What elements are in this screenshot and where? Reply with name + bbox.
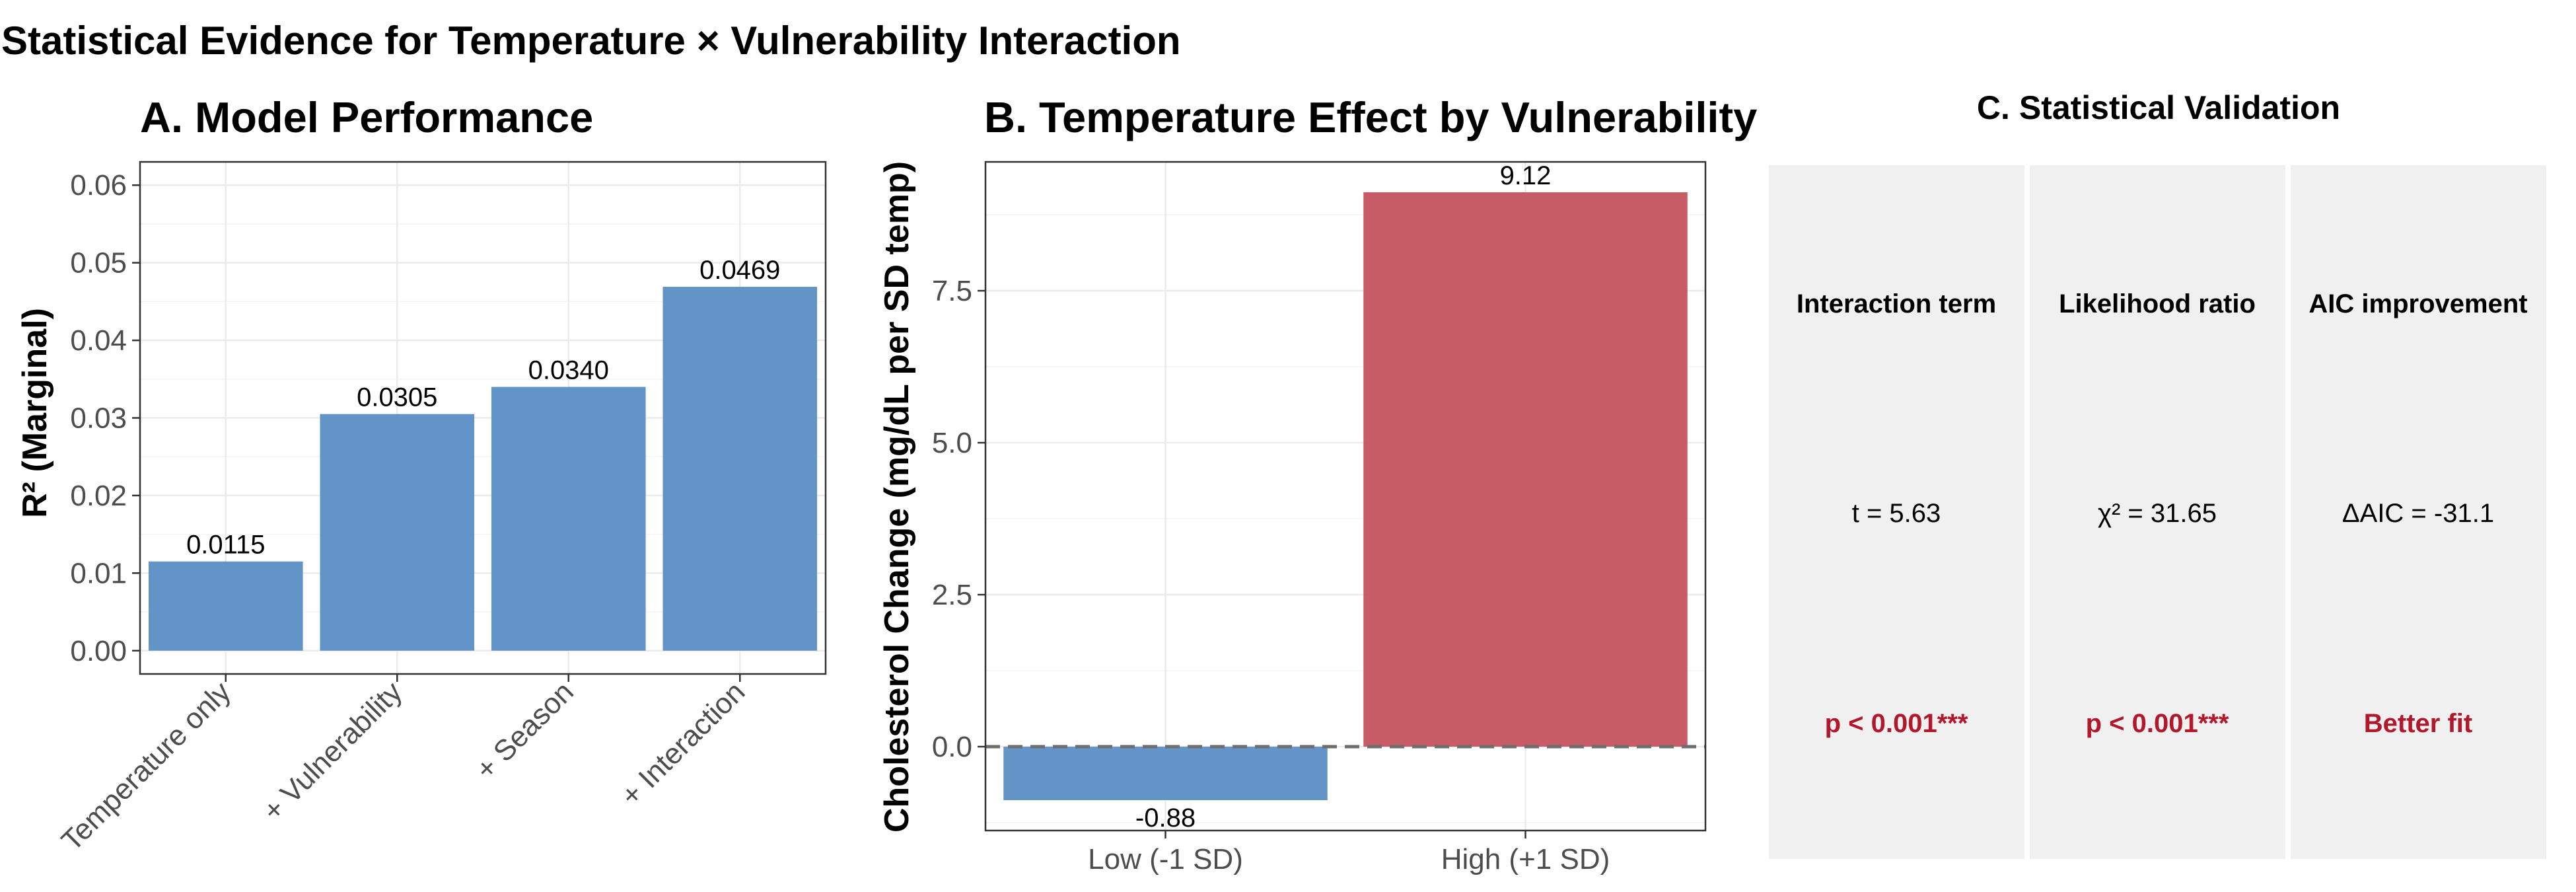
bar (1363, 192, 1688, 747)
validation-card-label: AIC improvement (2308, 289, 2527, 318)
validation-card-result: Better fit (2364, 709, 2472, 738)
y-tick-label: 2.5 (932, 579, 972, 611)
validation-card-value: t = 5.63 (1852, 499, 1941, 528)
validation-card: AIC improvement ΔAIC = -31.1 Better fit (2291, 165, 2546, 859)
bar (320, 414, 475, 651)
x-tick-label: + Vulnerability (257, 675, 409, 827)
y-tick-label: 0.0 (932, 731, 972, 763)
data-label: 0.0340 (528, 356, 609, 385)
validation-card-background (2291, 165, 2546, 859)
y-tick-label: 7.5 (932, 275, 972, 307)
validation-card-label: Interaction term (1797, 289, 1996, 318)
panel-a-model-performance: A. Model Performance R² (Marginal) 0.011… (16, 93, 827, 857)
bar (148, 561, 303, 651)
validation-card-background (1769, 165, 2024, 859)
x-tick-label: Temperature only (55, 675, 237, 857)
panel-b-frame (984, 161, 1707, 832)
data-label: -0.88 (1135, 803, 1196, 833)
bar (1003, 747, 1328, 800)
panel-b-title: B. Temperature Effect by Vulnerability (984, 93, 1757, 141)
y-tick-label: 0.05 (70, 247, 127, 279)
x-tick-label: Low (-1 SD) (1088, 843, 1243, 875)
panel-b-x-ticks: Low (-1 SD) High (+1 SD) (1088, 831, 1610, 875)
panel-b-y-axis-title: Cholesterol Change (mg/dL per SD temp) (878, 161, 916, 833)
y-tick-label: 0.01 (70, 557, 127, 589)
panel-a-title: A. Model Performance (140, 93, 593, 141)
validation-card: Likelihood ratio χ² = 31.65 p < 0.001*** (2030, 165, 2285, 859)
data-label: 0.0469 (699, 256, 780, 285)
validation-card-label: Likelihood ratio (2059, 289, 2256, 318)
data-label: 0.0115 (186, 531, 265, 560)
validation-card: Interaction term t = 5.63 p < 0.001*** (1769, 165, 2024, 859)
panel-a-x-ticks: Temperature only + Vulnerability + Season +… (55, 674, 752, 857)
y-tick-label: 0.04 (70, 324, 127, 357)
data-label: 0.0305 (357, 383, 437, 412)
panel-a-y-ticks: 0.00 0.01 0.02 0.03 0.04 0.05 0.06 (70, 169, 140, 667)
y-tick-label: 0.06 (70, 169, 127, 202)
data-label: 9.12 (1500, 161, 1552, 190)
panel-c-statistical-validation: C. Statistical Validation Interaction te… (1769, 89, 2546, 859)
y-tick-label: 5.0 (932, 427, 972, 459)
panel-b-data-labels: -0.88 9.12 (1135, 161, 1552, 833)
panel-a-y-axis-title: R² (Marginal) (16, 308, 54, 518)
y-tick-label: 0.00 (70, 635, 127, 667)
bar (662, 287, 818, 651)
validation-card-background (2030, 165, 2285, 859)
panel-c-title: C. Statistical Validation (1977, 89, 2340, 126)
x-tick-label: High (+1 SD) (1441, 843, 1610, 875)
panel-a-bars (148, 287, 818, 651)
validation-card-value: χ² = 31.65 (2098, 499, 2217, 528)
panel-b-bars (1003, 192, 1688, 800)
validation-card-value: ΔAIC = -31.1 (2342, 499, 2494, 528)
y-tick-label: 0.02 (70, 480, 127, 512)
x-tick-label: + Interaction (615, 675, 752, 812)
panel-a-data-labels: 0.0115 0.0305 0.0340 0.0469 (186, 256, 780, 560)
figure-title: Statistical Evidence for Temperature × V… (1, 19, 1181, 63)
bar (491, 387, 646, 651)
validation-card-result: p < 0.001*** (2086, 709, 2229, 738)
panel-b-temperature-effect: B. Temperature Effect by Vulnerability C… (878, 93, 1757, 875)
y-tick-label: 0.03 (70, 402, 127, 435)
x-tick-label: + Season (470, 675, 580, 786)
validation-card-result: p < 0.001*** (1825, 709, 1968, 738)
panel-b-y-ticks: 0.0 2.5 5.0 7.5 (932, 275, 985, 763)
